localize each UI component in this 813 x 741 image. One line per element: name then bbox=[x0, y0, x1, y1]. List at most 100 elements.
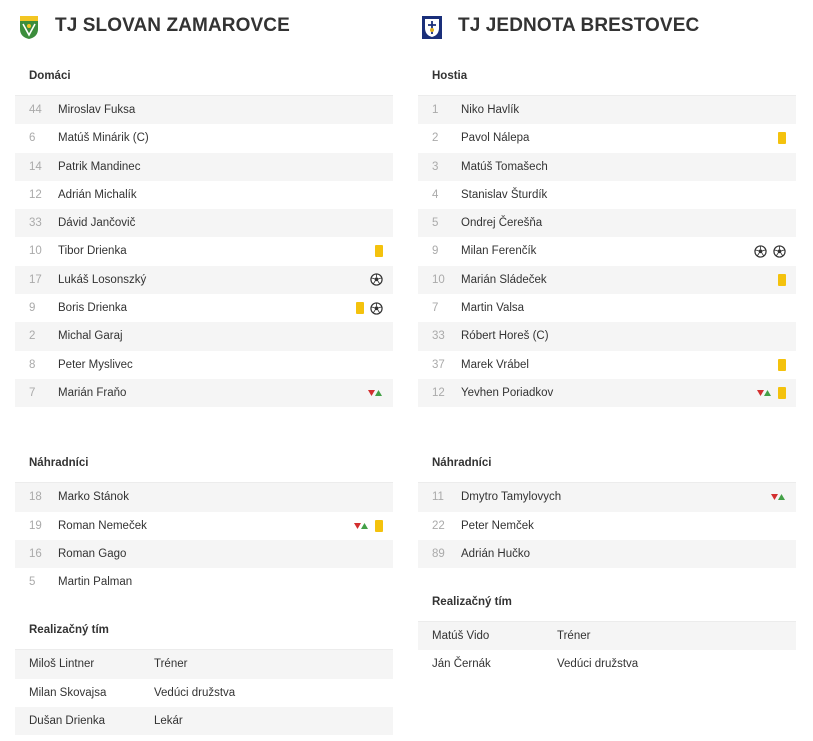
staff-role: Tréner bbox=[154, 658, 188, 671]
player-row[interactable]: 33 Dávid Jančovič bbox=[15, 209, 393, 238]
substitution-icon bbox=[757, 388, 772, 398]
player-name[interactable]: Róbert Horeš (C) bbox=[461, 330, 549, 343]
player-events bbox=[375, 237, 383, 265]
player-row[interactable]: 9 Boris Drienka bbox=[15, 294, 393, 322]
player-number: 2 bbox=[29, 330, 36, 343]
player-name[interactable]: Stanislav Šturdík bbox=[461, 188, 548, 201]
player-name[interactable]: Ondrej Čerešňa bbox=[461, 217, 543, 230]
player-number: 9 bbox=[432, 245, 439, 258]
player-row[interactable]: 1 Niko Havlík bbox=[418, 96, 796, 125]
player-number: 11 bbox=[432, 491, 444, 504]
player-events bbox=[778, 266, 786, 294]
player-name[interactable]: Marko Stánok bbox=[58, 491, 129, 504]
player-row[interactable]: 5 Ondrej Čerešňa bbox=[418, 209, 796, 238]
player-number: 8 bbox=[29, 358, 36, 371]
player-number: 1 bbox=[432, 104, 439, 116]
player-row[interactable]: 11 Dmytro Tamylovych bbox=[418, 483, 796, 512]
player-name[interactable]: Tibor Drienka bbox=[58, 245, 127, 258]
player-number: 2 bbox=[432, 132, 439, 145]
home-staff-list: Miloš Lintner Tréner Milan Skovajsa Vedúci … bbox=[15, 649, 393, 736]
player-row[interactable]: 19 Roman Nemeček bbox=[15, 512, 393, 540]
player-row[interactable]: 12 Adrián Michalík bbox=[15, 181, 393, 209]
away-subs-list: 11 Dmytro Tamylovych 22 Peter Nemček 89 Adriá… bbox=[418, 482, 796, 569]
player-row[interactable]: 12 Yevhen Poriadkov bbox=[418, 378, 796, 408]
player-name[interactable]: Pavol Nálepa bbox=[461, 132, 530, 145]
player-name[interactable]: Patrik Mandinec bbox=[58, 160, 141, 173]
player-number: 5 bbox=[432, 217, 439, 230]
substitution-icon bbox=[368, 388, 383, 398]
player-row[interactable]: 10 Marián Sládeček bbox=[418, 265, 796, 295]
player-name[interactable]: Miroslav Fuksa bbox=[58, 104, 136, 116]
home-team-name[interactable]: TJ SLOVAN ZAMAROVCE bbox=[55, 15, 290, 36]
home-team-header: TJ SLOVAN ZAMAROVCE bbox=[15, 0, 393, 56]
player-name[interactable]: Peter Myslivec bbox=[58, 358, 133, 371]
player-name[interactable]: Martin Valsa bbox=[461, 302, 525, 315]
player-number: 16 bbox=[29, 547, 42, 560]
staff-name: Ján Černák bbox=[432, 658, 491, 671]
player-row[interactable]: 18 Marko Stánok bbox=[15, 483, 393, 512]
player-name[interactable]: Lukáš Losonszký bbox=[58, 273, 147, 286]
player-name[interactable]: Niko Havlík bbox=[461, 104, 520, 116]
player-name[interactable]: Dávid Jančovič bbox=[58, 217, 136, 230]
player-row[interactable]: 37 Marek Vrábel bbox=[418, 351, 796, 379]
player-row[interactable]: 17 Lukáš Losonszký bbox=[15, 265, 393, 295]
player-name[interactable]: Marek Vrábel bbox=[461, 358, 529, 371]
player-events bbox=[778, 124, 786, 152]
player-number: 6 bbox=[29, 132, 36, 145]
yellow-card-icon bbox=[778, 132, 786, 145]
player-row[interactable]: 6 Matúš Minárik (C) bbox=[15, 124, 393, 152]
player-row[interactable]: 9 Milan Ferenčík bbox=[418, 237, 796, 265]
player-name[interactable]: Martin Palman bbox=[58, 576, 133, 589]
player-name[interactable]: Dmytro Tamylovych bbox=[461, 491, 562, 504]
player-number: 12 bbox=[432, 386, 445, 399]
player-row[interactable]: 4 Stanislav Šturdík bbox=[418, 181, 796, 209]
player-name[interactable]: Michal Garaj bbox=[58, 330, 123, 343]
player-row[interactable]: 44 Miroslav Fuksa bbox=[15, 96, 393, 125]
yellow-card-icon bbox=[778, 386, 786, 399]
staff-name: Matúš Vido bbox=[432, 630, 490, 643]
player-events bbox=[370, 266, 383, 294]
player-row[interactable]: 7 Martin Valsa bbox=[418, 294, 796, 322]
player-number: 89 bbox=[432, 547, 445, 560]
player-name[interactable]: Roman Nemeček bbox=[58, 519, 147, 532]
player-number: 19 bbox=[29, 519, 42, 532]
player-row[interactable]: 2 Pavol Nálepa bbox=[418, 124, 796, 152]
player-row[interactable]: 10 Tibor Drienka bbox=[15, 237, 393, 265]
player-name[interactable]: Adrián Hučko bbox=[461, 547, 531, 560]
player-number: 9 bbox=[29, 302, 36, 315]
staff-row: Ján Černák Vedúci družstva bbox=[418, 650, 796, 678]
player-row[interactable]: 22 Peter Nemček bbox=[418, 512, 796, 540]
player-name[interactable]: Matúš Tomašech bbox=[461, 160, 548, 173]
home-lineup-list: 44 Miroslav Fuksa 6 Matúš Minárik (C) 14 Patr… bbox=[15, 95, 393, 408]
player-row[interactable]: 5 Martin Palman bbox=[15, 568, 393, 596]
goal-ball-icon bbox=[773, 245, 786, 258]
player-events bbox=[368, 379, 383, 407]
player-row[interactable]: 14 Patrik Mandinec bbox=[15, 152, 393, 181]
player-row[interactable]: 16 Roman Gago bbox=[15, 539, 393, 569]
player-row[interactable]: 2 Michal Garaj bbox=[15, 322, 393, 351]
player-row[interactable]: 7 Marián Fraňo bbox=[15, 378, 393, 408]
player-number: 4 bbox=[432, 188, 439, 201]
player-name[interactable]: Marián Fraňo bbox=[58, 386, 127, 399]
player-name[interactable]: Adrián Michalík bbox=[58, 188, 137, 201]
staff-name: Milan Skovajsa bbox=[29, 686, 107, 699]
player-row[interactable]: 3 Matúš Tomašech bbox=[418, 152, 796, 181]
away-team-name[interactable]: TJ JEDNOTA BRESTOVEC bbox=[458, 15, 700, 36]
player-name[interactable]: Roman Gago bbox=[58, 547, 127, 560]
player-name[interactable]: Boris Drienka bbox=[58, 302, 128, 315]
player-name[interactable]: Yevhen Poriadkov bbox=[461, 386, 554, 399]
player-number: 44 bbox=[29, 104, 42, 116]
staff-role: Vedúci družstva bbox=[154, 686, 236, 699]
blue-shield-crest-icon bbox=[422, 16, 442, 39]
player-name[interactable]: Peter Nemček bbox=[461, 519, 534, 532]
player-number: 7 bbox=[432, 302, 439, 315]
player-name[interactable]: Matúš Minárik (C) bbox=[58, 132, 149, 145]
player-name[interactable]: Milan Ferenčík bbox=[461, 245, 537, 258]
player-row[interactable]: 89 Adrián Hučko bbox=[418, 539, 796, 569]
player-number: 12 bbox=[29, 188, 42, 201]
yellow-card-icon bbox=[356, 302, 364, 315]
player-events bbox=[757, 379, 786, 407]
player-row[interactable]: 33 Róbert Horeš (C) bbox=[418, 322, 796, 351]
player-name[interactable]: Marián Sládeček bbox=[461, 273, 547, 286]
player-row[interactable]: 8 Peter Myslivec bbox=[15, 351, 393, 379]
